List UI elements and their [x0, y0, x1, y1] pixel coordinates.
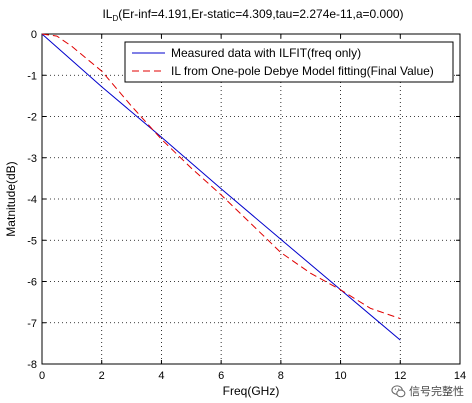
- y-tick-label: -3: [27, 153, 37, 165]
- y-tick-label: -4: [27, 194, 37, 206]
- title-rest: (Er-inf=4.191,Er-static=4.309,tau=2.274e…: [118, 7, 403, 21]
- x-tick-label: 8: [278, 370, 284, 382]
- legend-label-debye: IL from One-pole Debye Model fitting(Fin…: [171, 64, 434, 78]
- y-tick-label: -6: [27, 277, 37, 289]
- series-group: [41, 33, 401, 341]
- y-tick-label: -7: [27, 318, 37, 330]
- y-tick-label: -8: [27, 359, 37, 371]
- y-tick-label: -1: [27, 70, 37, 82]
- y-axis-title: Matnitude(dB): [4, 161, 18, 236]
- y-tick-label: -2: [27, 112, 37, 124]
- legend-box: [124, 41, 454, 83]
- plot-area: [41, 33, 461, 365]
- x-tick-label: 0: [39, 370, 45, 382]
- legend: Measured data with ILFIT(freq only) IL f…: [124, 41, 454, 83]
- x-tick-label: 12: [394, 370, 406, 382]
- grid: [42, 34, 460, 364]
- legend-label-measured: Measured data with ILFIT(freq only): [171, 46, 361, 60]
- x-tick-label: 2: [99, 370, 105, 382]
- axis-ticks: 0 2 4 6 8 10 12 14 0 -1 -2 -3 -4 -5 -6 -7 -8: [27, 29, 466, 382]
- x-axis-title: Freq(GHz): [223, 384, 280, 398]
- series-line-debye-fit: [41, 33, 401, 320]
- x-tick-label: 14: [454, 370, 466, 382]
- watermark-text: 信号完整性: [409, 385, 464, 398]
- chart-title: ILD(Er-inf=4.191,Er-static=4.309,tau=2.2…: [102, 7, 403, 23]
- title-main: IL: [102, 7, 112, 21]
- wechat-icon: [391, 384, 406, 397]
- y-tick-label: 0: [31, 29, 37, 41]
- y-tick-label: -5: [27, 235, 37, 247]
- x-tick-label: 10: [334, 370, 346, 382]
- x-tick-label: 4: [158, 370, 164, 382]
- x-tick-label: 6: [218, 370, 224, 382]
- title-subscript: D: [112, 14, 118, 23]
- watermark: 信号完整性: [391, 383, 464, 399]
